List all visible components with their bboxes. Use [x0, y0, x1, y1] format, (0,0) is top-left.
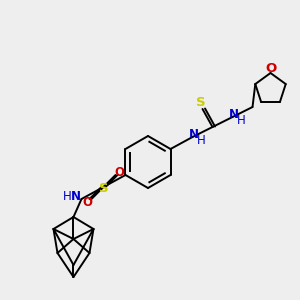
Text: N: N: [188, 128, 199, 142]
Text: H: H: [237, 113, 246, 127]
Text: N: N: [229, 109, 238, 122]
Text: O: O: [265, 61, 276, 74]
Text: O: O: [82, 196, 92, 208]
Text: H: H: [63, 190, 72, 203]
Text: O: O: [115, 166, 124, 178]
Text: S: S: [99, 182, 108, 194]
Text: S: S: [196, 97, 205, 110]
Text: N: N: [70, 190, 80, 203]
Text: H: H: [197, 134, 206, 146]
